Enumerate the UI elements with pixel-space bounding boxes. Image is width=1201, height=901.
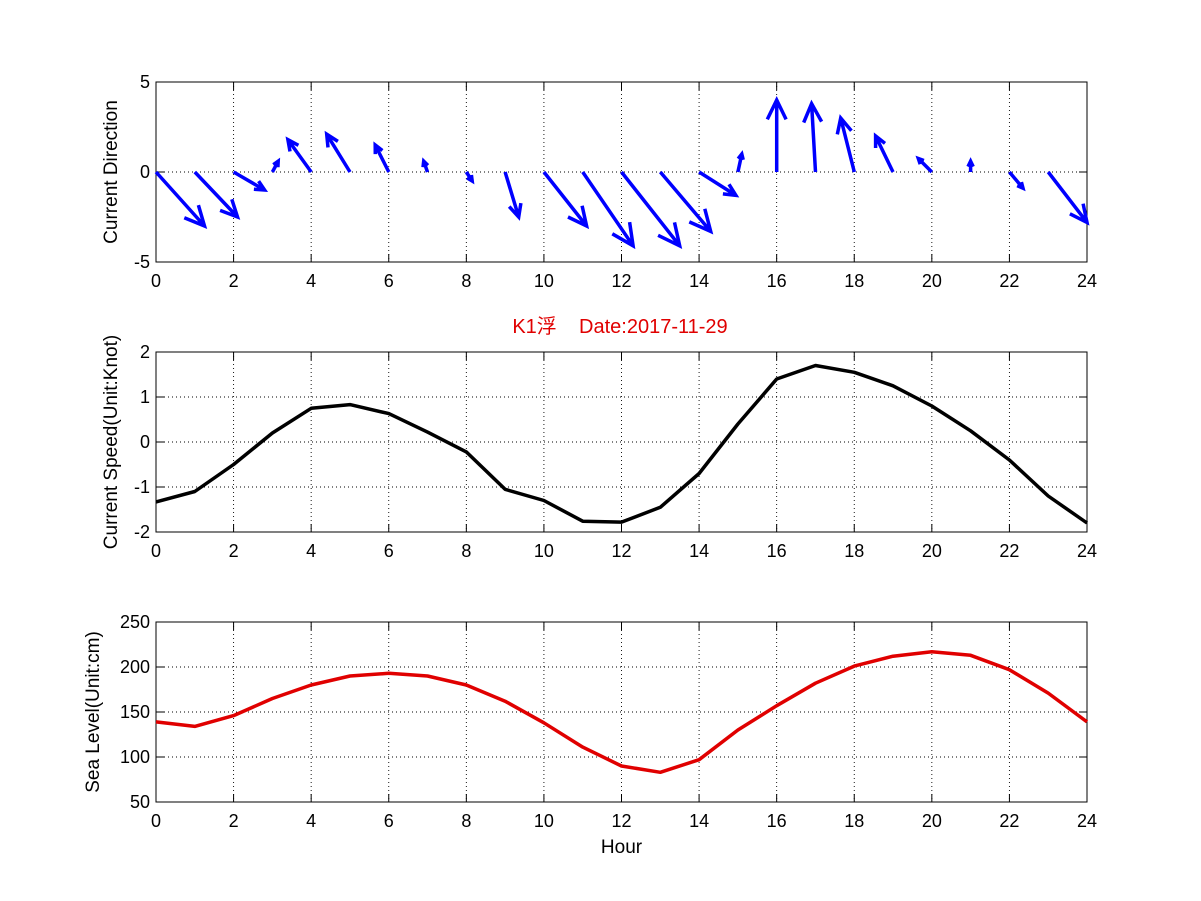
- x-tick-label: 24: [1077, 811, 1097, 831]
- x-tick-label: 8: [461, 271, 471, 291]
- x-tick-label: 18: [844, 811, 864, 831]
- current-arrow: [966, 157, 975, 172]
- y-tick-label: 100: [120, 747, 150, 767]
- current-arrow: [154, 170, 208, 230]
- y-tick-label: 2: [140, 342, 150, 362]
- current-arrow: [421, 157, 430, 173]
- current-arrow: [1008, 170, 1026, 192]
- y-tick-label: 1: [140, 387, 150, 407]
- y-tick-label: -5: [134, 252, 150, 272]
- x-tick-label: 8: [461, 811, 471, 831]
- current-arrow: [835, 114, 856, 173]
- x-tick-label: 6: [384, 811, 394, 831]
- y-tick-label: -1: [134, 477, 150, 497]
- x-tick-label: 14: [689, 811, 709, 831]
- current-arrow: [1046, 170, 1090, 226]
- current-arrow: [503, 171, 523, 221]
- x-tick-label: 22: [999, 541, 1019, 561]
- x-tick-label: 2: [229, 811, 239, 831]
- x-tick-label: 18: [844, 541, 864, 561]
- current-arrow: [765, 95, 788, 172]
- x-tick-label: 8: [461, 541, 471, 561]
- current-arrow: [232, 170, 269, 193]
- x-tick-label: 16: [767, 811, 787, 831]
- x-tick-label: 22: [999, 271, 1019, 291]
- y-axis-label: Current Speed(Unit:Knot): [101, 335, 122, 549]
- x-tick-label: 24: [1077, 541, 1097, 561]
- x-axis-label: Hour: [601, 837, 643, 858]
- x-tick-label: 6: [384, 271, 394, 291]
- series-line: [155, 363, 1088, 525]
- x-tick-label: 12: [611, 541, 631, 561]
- y-tick-label: 0: [140, 162, 150, 182]
- x-tick-label: 4: [306, 811, 316, 831]
- current-arrow: [581, 171, 636, 250]
- y-tick-label: -2: [134, 522, 150, 542]
- current-arrow: [270, 157, 281, 173]
- current-arrow: [873, 132, 895, 173]
- y-tick-label: 50: [130, 792, 150, 812]
- current-arrow: [658, 170, 714, 235]
- x-tick-label: 16: [767, 541, 787, 561]
- x-tick-label: 12: [611, 811, 631, 831]
- x-tick-label: 20: [922, 541, 942, 561]
- current-arrow: [324, 130, 352, 173]
- x-tick-label: 0: [151, 541, 161, 561]
- y-tick-label: 150: [120, 702, 150, 722]
- x-tick-label: 16: [767, 271, 787, 291]
- x-tick-label: 10: [534, 811, 554, 831]
- x-tick-label: 4: [306, 271, 316, 291]
- y-axis-label: Sea Level(Unit:cm): [83, 631, 104, 793]
- y-axis-label: Current Direction: [101, 100, 122, 244]
- x-tick-label: 14: [689, 271, 709, 291]
- current-arrow: [193, 170, 241, 220]
- y-tick-label: 250: [120, 612, 150, 632]
- y-tick-label: 200: [120, 657, 150, 677]
- current-arrow: [464, 171, 475, 185]
- series-line: [155, 649, 1089, 775]
- x-tick-label: 10: [534, 271, 554, 291]
- x-tick-label: 24: [1077, 271, 1097, 291]
- x-tick-label: 18: [844, 271, 864, 291]
- x-tick-label: 20: [922, 271, 942, 291]
- x-tick-label: 4: [306, 541, 316, 561]
- x-tick-label: 22: [999, 811, 1019, 831]
- x-tick-label: 2: [229, 271, 239, 291]
- figure-title: K1浮 Date:2017-11-29: [512, 315, 727, 338]
- current-arrow: [542, 170, 590, 230]
- x-tick-label: 2: [229, 541, 239, 561]
- x-tick-label: 6: [384, 541, 394, 561]
- current-arrow: [373, 141, 391, 173]
- current-arrow: [285, 136, 313, 174]
- x-tick-label: 0: [151, 271, 161, 291]
- y-tick-label: 5: [140, 72, 150, 92]
- x-tick-label: 20: [922, 811, 942, 831]
- x-tick-label: 14: [689, 541, 709, 561]
- x-tick-label: 10: [534, 541, 554, 561]
- x-tick-label: 0: [151, 811, 161, 831]
- x-tick-label: 12: [611, 271, 631, 291]
- current-arrow: [802, 99, 824, 173]
- current-arrow: [698, 170, 740, 198]
- current-arrow: [736, 150, 745, 173]
- current-arrow: [620, 170, 683, 249]
- y-tick-label: 0: [140, 432, 150, 452]
- current-arrow: [915, 155, 934, 174]
